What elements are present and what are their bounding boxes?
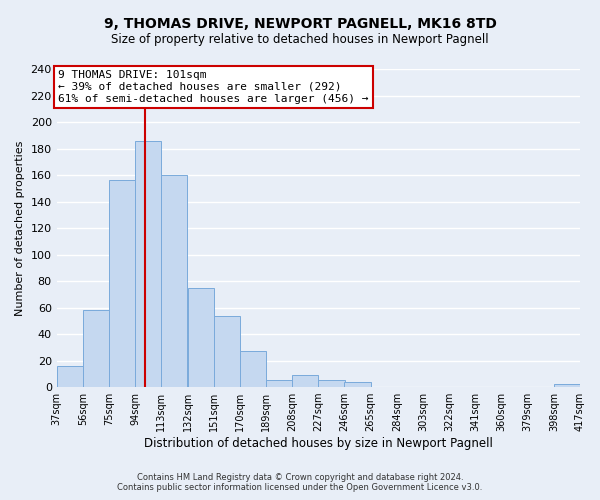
Bar xyxy=(135,140,161,387)
Bar xyxy=(319,380,344,387)
Text: 9, THOMAS DRIVE, NEWPORT PAGNELL, MK16 8TD: 9, THOMAS DRIVE, NEWPORT PAGNELL, MK16 8… xyxy=(104,18,496,32)
Bar xyxy=(292,375,319,387)
Bar xyxy=(554,384,580,387)
X-axis label: Distribution of detached houses by size in Newport Pagnell: Distribution of detached houses by size … xyxy=(144,437,493,450)
Bar xyxy=(240,352,266,387)
Bar xyxy=(344,382,371,387)
Bar xyxy=(161,175,187,387)
Bar xyxy=(187,288,214,387)
Y-axis label: Number of detached properties: Number of detached properties xyxy=(15,140,25,316)
Text: 9 THOMAS DRIVE: 101sqm
← 39% of detached houses are smaller (292)
61% of semi-de: 9 THOMAS DRIVE: 101sqm ← 39% of detached… xyxy=(58,70,368,104)
Bar xyxy=(109,180,135,387)
Text: Contains HM Land Registry data © Crown copyright and database right 2024.
Contai: Contains HM Land Registry data © Crown c… xyxy=(118,473,482,492)
Bar xyxy=(214,316,240,387)
Bar xyxy=(266,380,292,387)
Bar xyxy=(56,366,83,387)
Bar xyxy=(83,310,109,387)
Text: Size of property relative to detached houses in Newport Pagnell: Size of property relative to detached ho… xyxy=(111,32,489,46)
